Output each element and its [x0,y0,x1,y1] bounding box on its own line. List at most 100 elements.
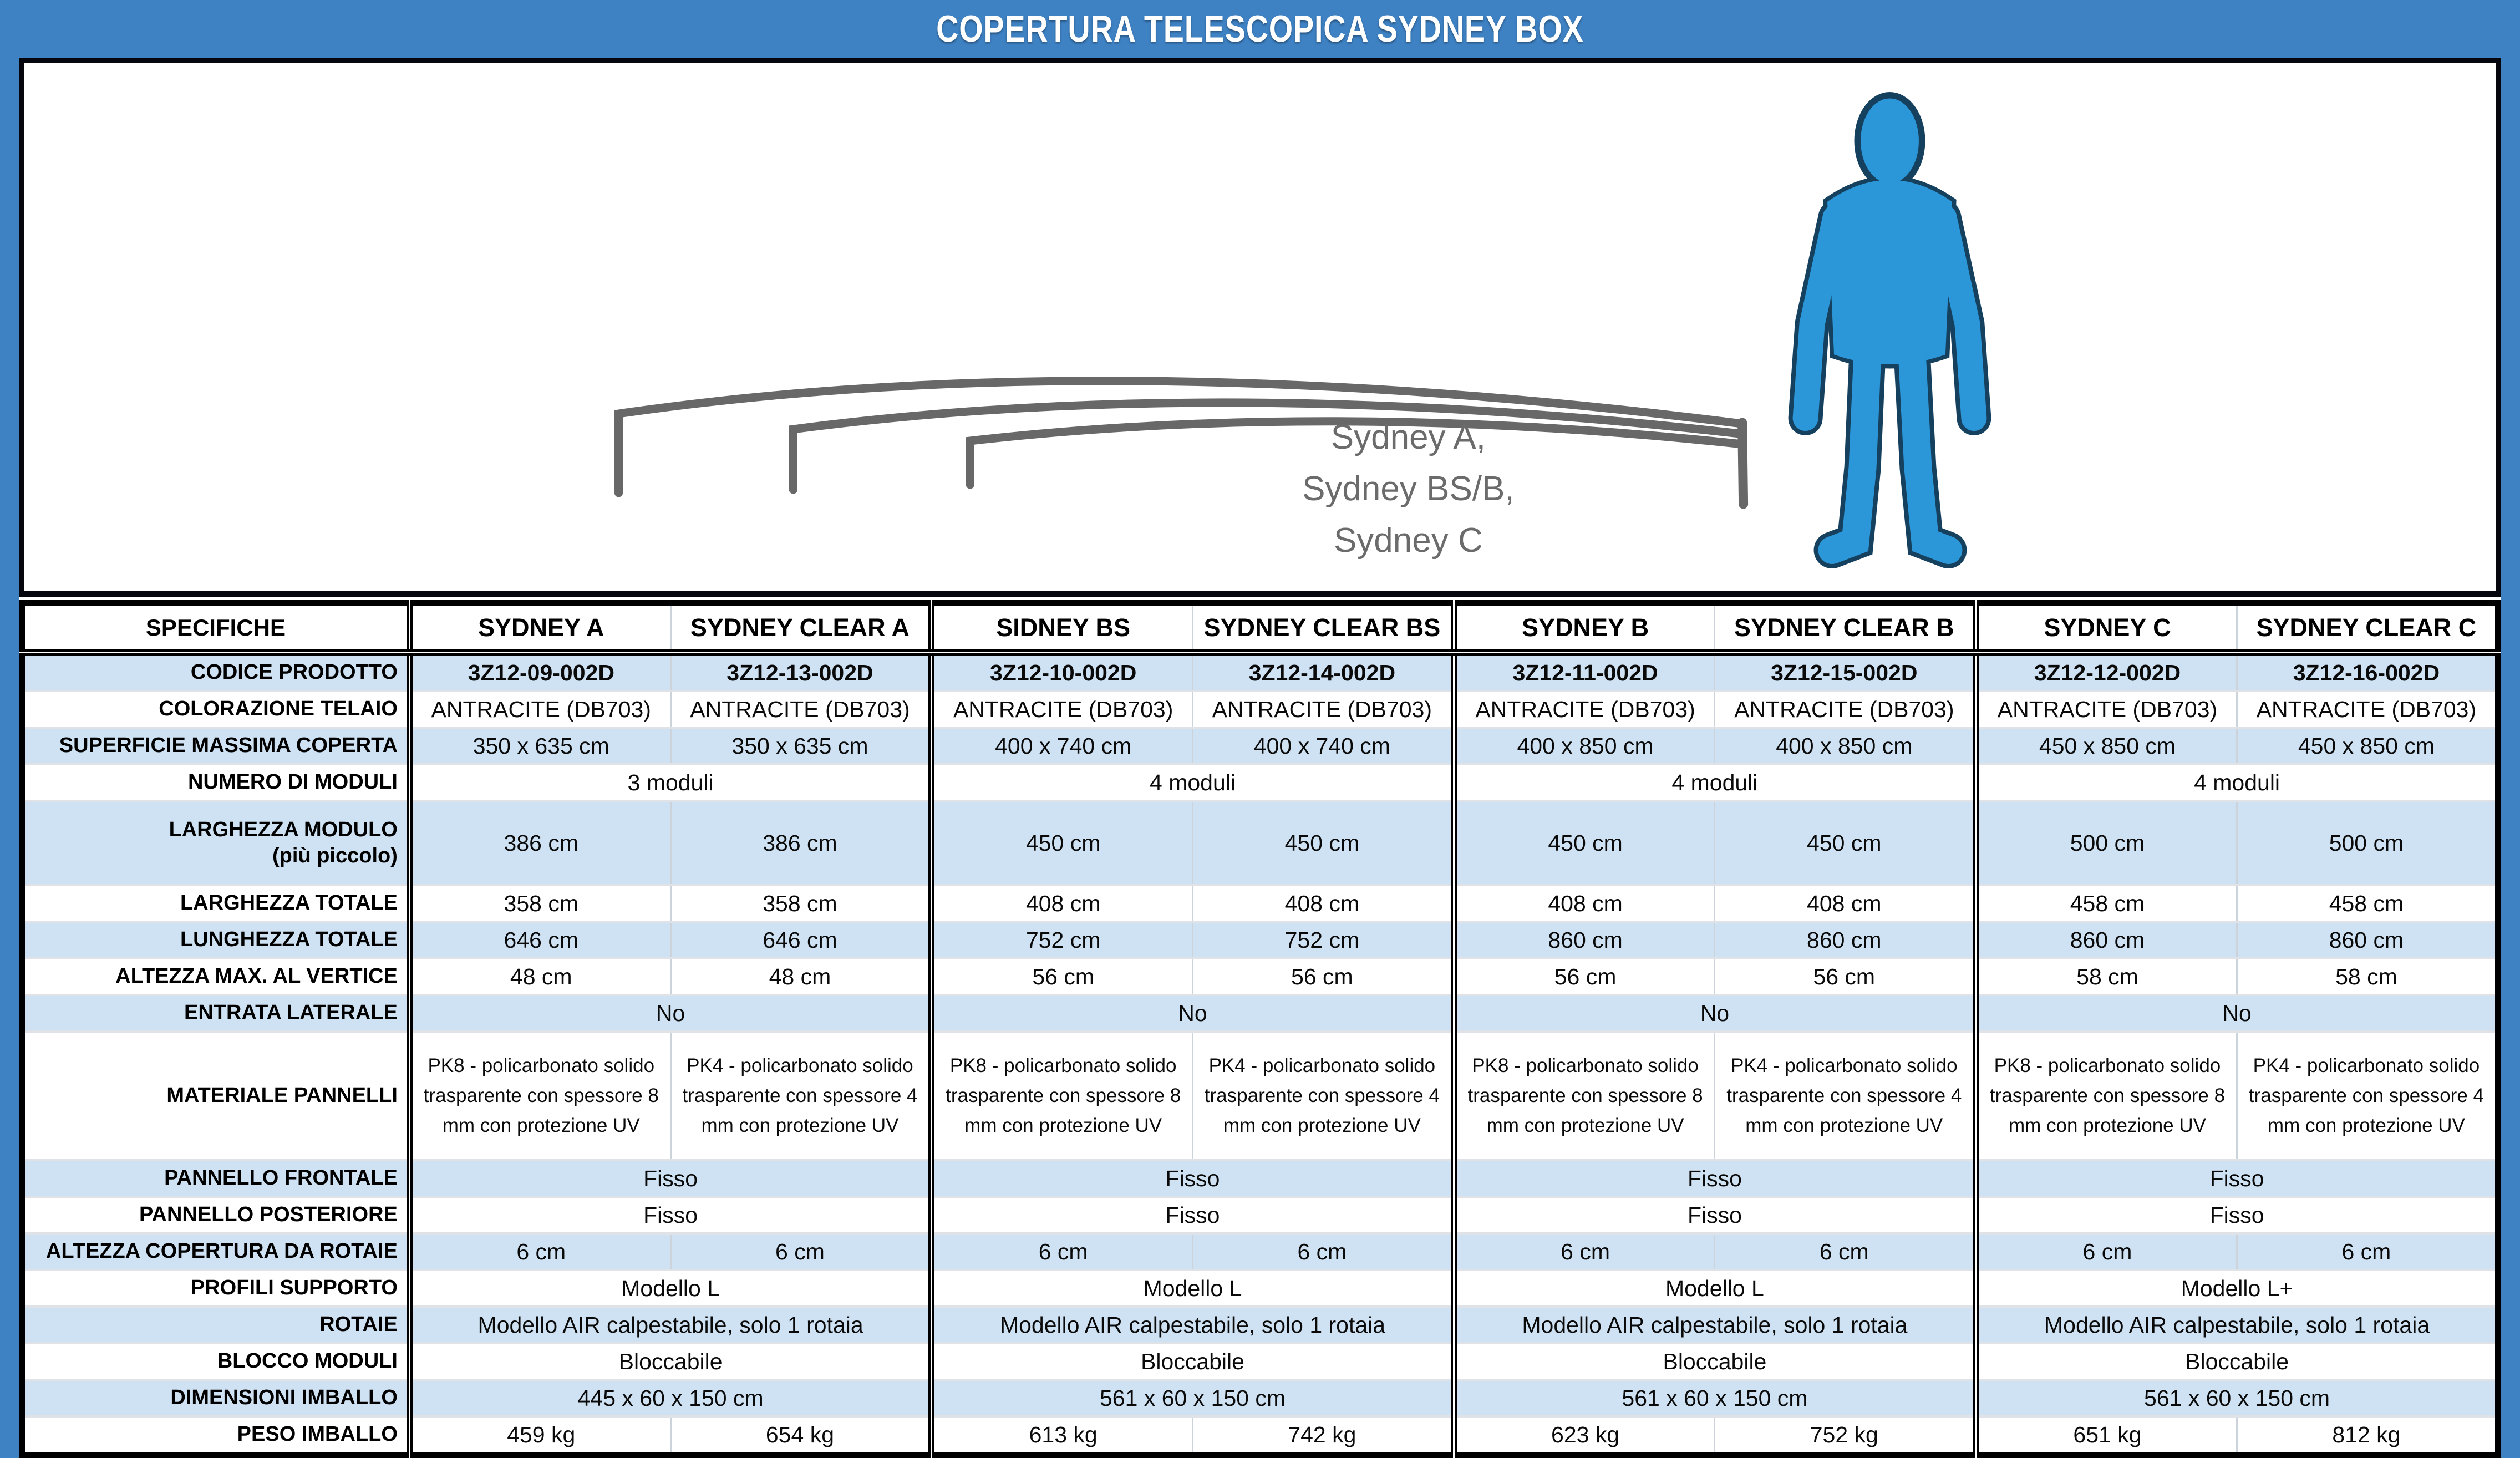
value-cell: 860 cm [2236,922,2498,958]
value-cell: 56 cm [1192,958,1454,995]
value-cell: 500 cm [2236,801,2498,885]
value-cell: 3Z12-10-002D [928,652,1193,691]
value-cell: 651 kg [1973,1416,2237,1455]
value-cell: Fisso [928,1197,1454,1233]
value-cell: Fisso [928,1160,1454,1197]
value-cell: 742 kg [1192,1416,1454,1455]
value-cell: PK8 - policarbonato solido trasparente c… [406,1032,671,1160]
value-cell: PK8 - policarbonato solido trasparente c… [1450,1032,1715,1160]
product-column-header: SYDNEY C [1973,603,2237,656]
value-cell: 450 x 850 cm [2236,728,2498,764]
value-cell: PK4 - policarbonato solido trasparente c… [2236,1032,2498,1160]
value-cell: 3Z12-13-002D [669,652,932,691]
value-cell: ANTRACITE (DB703) [1450,691,1715,728]
value-cell: 458 cm [1973,885,2237,922]
value-cell: 48 cm [669,958,932,995]
value-cell: 561 x 60 x 150 cm [1450,1380,1976,1416]
value-cell: Fisso [406,1197,932,1233]
table-row: CODICE PRODOTTO 3Z12-09-002D 3Z12-13-002D 3… [22,652,2498,691]
value-cell: No [406,995,932,1032]
page-title: COPERTURA TELESCOPICA SYDNEY BOX [936,8,1584,50]
value-cell: No [1450,995,1976,1032]
table-row: DIMENSIONI IMBALLO 445 x 60 x 150 cm 561 x… [22,1380,2498,1416]
value-cell: 646 cm [669,922,932,958]
value-cell: Fisso [1450,1197,1976,1233]
value-cell: 358 cm [406,885,671,922]
value-cell: Bloccabile [1973,1343,2498,1380]
value-cell: PK8 - policarbonato solido trasparente c… [1973,1032,2237,1160]
value-cell: 6 cm [406,1233,671,1270]
value-cell: 6 cm [669,1233,932,1270]
value-cell: 450 cm [1192,801,1454,885]
table-row: SUPERFICIE MASSIMA COPERTA 350 x 635 cm 35… [22,728,2498,764]
illustration-caption: Sydney A, Sydney BS/B, Sydney C [1038,412,1779,566]
row-label: ROTAIE [22,1307,413,1343]
caption-line: Sydney A, [1330,418,1486,457]
value-cell: Fisso [1973,1160,2498,1197]
value-cell: 4 moduli [1973,764,2498,801]
value-cell: 4 moduli [928,764,1454,801]
value-cell: 812 kg [2236,1416,2498,1455]
value-cell: 3 moduli [406,764,932,801]
caption-line: Sydney BS/B, [1302,470,1515,509]
value-cell: 400 x 740 cm [928,728,1193,764]
value-cell: Modello L [928,1270,1454,1307]
value-cell: 623 kg [1450,1416,1715,1455]
value-cell: Modello L [1450,1270,1976,1307]
table-row: PANNELLO POSTERIORE Fisso Fisso Fisso Fisso [22,1197,2498,1233]
value-cell: 6 cm [1973,1233,2237,1270]
row-label: ENTRATA LATERALE [22,995,413,1032]
value-cell: 561 x 60 x 150 cm [1973,1380,2498,1416]
table-row: ENTRATA LATERALE No No No No [22,995,2498,1032]
value-cell: ANTRACITE (DB703) [2236,691,2498,728]
value-cell: 386 cm [406,801,671,885]
product-column-header: SYDNEY CLEAR BS [1192,603,1454,656]
product-column-header: SYDNEY CLEAR A [669,603,932,656]
row-label: LARGHEZZA MODULO (più piccolo) [22,801,413,885]
value-cell: Modello L+ [1973,1270,2498,1307]
value-cell: 56 cm [1714,958,1976,995]
value-cell: 350 x 635 cm [406,728,671,764]
value-cell: 6 cm [1450,1233,1715,1270]
value-cell: 450 cm [1450,801,1715,885]
product-column-header: SYDNEY CLEAR C [2236,603,2498,656]
value-cell: 860 cm [1714,922,1976,958]
row-label: LARGHEZZA TOTALE [22,885,413,922]
value-cell: 3Z12-15-002D [1714,652,1976,691]
value-cell: 56 cm [1450,958,1715,995]
value-cell: PK4 - policarbonato solido trasparente c… [1714,1032,1976,1160]
product-column-header: SIDNEY BS [928,603,1193,656]
row-label: PROFILI SUPPORTO [22,1270,413,1307]
value-cell: 3Z12-14-002D [1192,652,1454,691]
value-cell: 6 cm [1192,1233,1454,1270]
table-row: COLORAZIONE TELAIO ANTRACITE (DB703) ANTRA… [22,691,2498,728]
value-cell: 445 x 60 x 150 cm [406,1380,932,1416]
value-cell: 358 cm [669,885,932,922]
value-cell: PK4 - policarbonato solido trasparente c… [669,1032,932,1160]
value-cell: 6 cm [1714,1233,1976,1270]
telescopic-cover-arcs-icon [614,377,1749,509]
value-cell: 752 cm [928,922,1193,958]
value-cell: 408 cm [1714,885,1976,922]
value-cell: 860 cm [1450,922,1715,958]
value-cell: 3Z12-11-002D [1450,652,1715,691]
product-column-header: SYDNEY CLEAR B [1714,603,1976,656]
product-column-header: SYDNEY A [406,603,671,656]
value-cell: 613 kg [928,1416,1193,1455]
value-cell: 400 x 850 cm [1450,728,1715,764]
value-cell: 450 x 850 cm [1973,728,2237,764]
value-cell: 408 cm [928,885,1193,922]
value-cell: 646 cm [406,922,671,958]
value-cell: Modello L [406,1270,932,1307]
spec-table: SPECIFICHE SYDNEY A SYDNEY CLEAR A SIDNEY B… [19,600,2501,1458]
value-cell: 654 kg [669,1416,932,1455]
value-cell: 459 kg [406,1416,671,1455]
value-cell: 500 cm [1973,801,2237,885]
value-cell: 4 moduli [1450,764,1976,801]
value-cell: Bloccabile [406,1343,932,1380]
value-cell: PK4 - policarbonato solido trasparente c… [1192,1032,1454,1160]
value-cell: 860 cm [1973,922,2237,958]
value-cell: Fisso [406,1160,932,1197]
value-cell: 408 cm [1192,885,1454,922]
value-cell: 350 x 635 cm [669,728,932,764]
